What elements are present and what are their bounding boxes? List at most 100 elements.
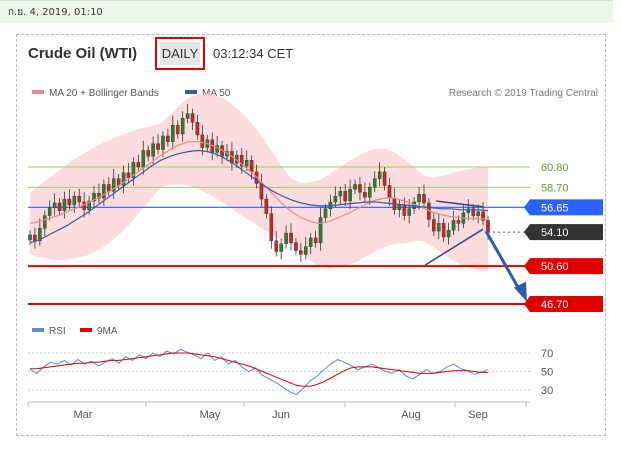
x-tick-label-mar: Mar	[74, 409, 93, 421]
candle-body	[28, 234, 32, 241]
level-label-46.70: 46.70	[541, 299, 569, 311]
candle-body	[353, 184, 357, 190]
rsi-tick-label-30: 30	[541, 385, 553, 397]
candle-body	[377, 171, 382, 179]
candle-body	[417, 194, 421, 203]
candle-body	[151, 143, 155, 157]
candle-body	[146, 150, 150, 157]
candle-body	[481, 211, 485, 221]
projection-arrow-shaft	[484, 230, 524, 296]
x-tick-label-jun: Jun	[272, 409, 290, 421]
candle-body	[175, 125, 180, 135]
rsi-9ma-line	[30, 352, 488, 387]
candle-body	[111, 178, 116, 192]
candle-body	[239, 155, 244, 167]
rsi-legend-label: RSI	[49, 326, 66, 337]
candle-body	[313, 237, 318, 243]
candle-body	[195, 122, 200, 136]
candle-body	[456, 220, 461, 224]
candle-body	[92, 193, 96, 202]
interval-label: DAILY	[160, 42, 200, 65]
triangle-support-line	[424, 228, 484, 266]
candle-body	[136, 161, 141, 168]
candle-body	[244, 159, 249, 167]
chart-title: Crude Oil (WTI)	[28, 45, 138, 62]
candle-body	[397, 204, 402, 210]
candle-body	[269, 213, 274, 242]
candle-body	[190, 113, 195, 123]
candle-body	[38, 228, 42, 242]
candle-body	[52, 202, 57, 209]
ma20-legend-swatch	[32, 90, 44, 94]
candle-body	[141, 150, 146, 168]
ma50-legend-swatch	[185, 90, 197, 94]
candle-body	[432, 219, 436, 232]
triangle-resistance-line	[435, 200, 484, 208]
candle-body	[368, 187, 372, 198]
rsi-line	[29, 348, 489, 396]
candle-body	[33, 234, 37, 242]
candle-body	[274, 240, 279, 252]
candle-body	[102, 184, 106, 199]
level-box-tip-50.60	[524, 258, 530, 275]
candle-body	[402, 204, 407, 216]
x-tick-label-may: May	[200, 409, 221, 421]
level-box-54.10	[530, 224, 603, 241]
candle-body	[358, 184, 362, 193]
level-box-46.70	[530, 296, 603, 312]
triangle-pattern	[424, 200, 527, 303]
x-tick-label-aug: Aug	[401, 409, 421, 421]
candle-body	[82, 201, 86, 210]
level-label-50.60: 50.60	[541, 261, 569, 273]
top-status-bar: ก.ย. 4, 2019, 01:10	[0, 0, 613, 23]
level-label-56.65: 56.65	[541, 202, 569, 214]
rsi-tick-label-50: 50	[541, 367, 553, 379]
candle-body	[343, 191, 347, 202]
candle-body	[318, 217, 323, 243]
candle-body	[161, 135, 165, 150]
level-box-50.60	[530, 258, 603, 275]
level-box-tip-54.10	[524, 224, 530, 241]
candle-body	[156, 143, 160, 150]
level-box-tip-56.65	[524, 199, 530, 216]
level-box-tip-46.70	[524, 296, 530, 312]
ma9-legend-swatch	[80, 328, 92, 332]
candle-body	[259, 183, 264, 200]
credit-label: Research © 2019 Trading Central	[449, 88, 598, 99]
candle-body	[279, 243, 283, 252]
candle-body	[57, 202, 62, 211]
candle-body	[42, 215, 47, 229]
candle-body	[77, 195, 82, 203]
candle-body	[333, 195, 338, 203]
candle-body	[323, 208, 328, 218]
projection-arrow-head	[514, 281, 527, 303]
ma50-line	[29, 149, 489, 244]
candle-body	[284, 232, 288, 244]
candle-body	[471, 208, 476, 216]
level-label-60.80: 60.80	[541, 162, 569, 174]
candle-body	[338, 191, 343, 197]
candle-body	[72, 195, 77, 206]
interval-button[interactable]: DAILY	[155, 37, 205, 70]
time-label: 03:12:34 CET	[213, 46, 294, 61]
candle-body	[166, 135, 170, 142]
price-levels	[28, 166, 530, 305]
level-label-58.70: 58.70	[541, 182, 569, 194]
x-axis: Mar May Jun Aug Sep	[27, 402, 527, 421]
ma50-legend-label: MA 50	[202, 88, 231, 99]
date-stamp: ก.ย. 4, 2019, 01:10	[8, 7, 103, 18]
moving-averages	[29, 141, 489, 244]
candle-body	[289, 232, 293, 243]
candle-body	[264, 198, 269, 214]
candle-body	[87, 200, 91, 210]
level-label-54.10: 54.10	[541, 227, 569, 239]
candle-body	[249, 159, 254, 173]
candle-body	[180, 118, 185, 135]
candle-body	[67, 198, 72, 206]
x-tick-label-sep: Sep	[468, 409, 488, 421]
candle-body	[171, 125, 175, 142]
candle-body	[436, 223, 441, 232]
candle-body	[299, 250, 303, 255]
candle-body	[131, 161, 136, 178]
candle-body	[387, 185, 392, 199]
